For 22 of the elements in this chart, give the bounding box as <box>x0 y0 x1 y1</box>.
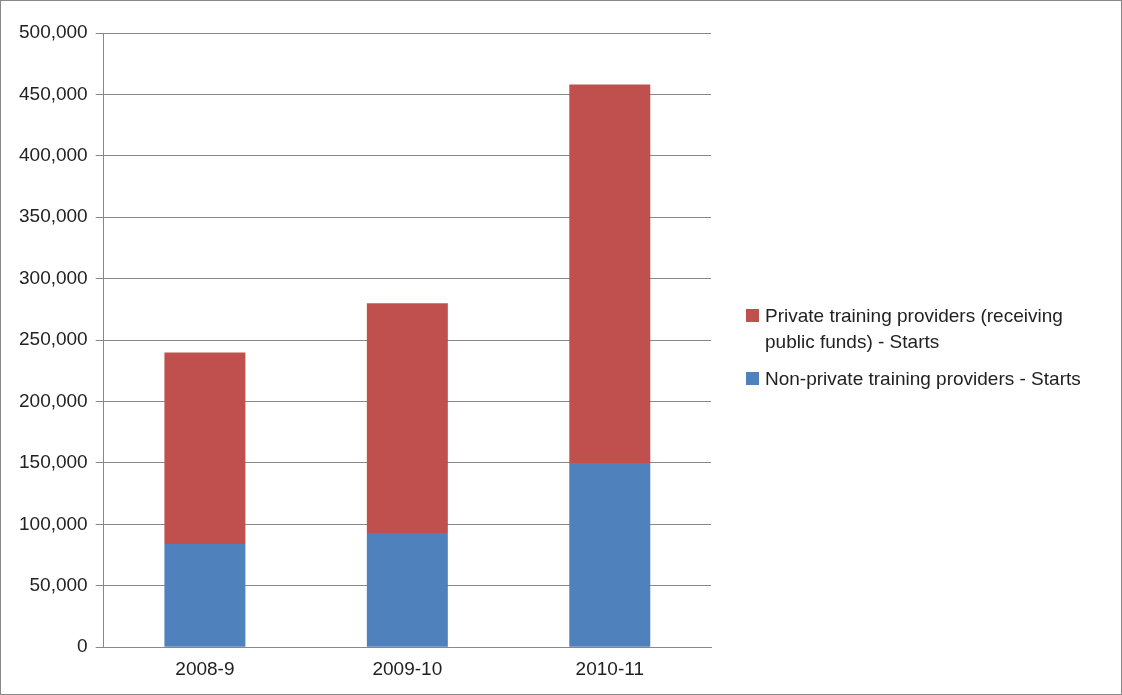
y-tick-label: 50,000 <box>29 574 88 596</box>
y-tick-label: 0 <box>77 635 88 657</box>
x-tick-label: 2008-9 <box>175 657 235 679</box>
y-tick-label: 100,000 <box>18 512 88 534</box>
y-tick-label: 350,000 <box>18 205 88 227</box>
y-tick-label: 500,000 <box>18 21 88 43</box>
y-tick-label: 150,000 <box>18 451 88 473</box>
y-tick-label: 200,000 <box>18 389 88 411</box>
x-tick-label: 2009-10 <box>372 657 443 679</box>
bar <box>569 84 651 463</box>
bar <box>366 532 448 647</box>
legend-label: Non-private training providers - Starts <box>765 367 1081 392</box>
bar <box>164 544 246 647</box>
bar <box>366 303 448 533</box>
x-tick-label: 2010-11 <box>575 657 644 679</box>
y-tick-label: 300,000 <box>18 266 88 288</box>
bar <box>164 352 246 545</box>
bar <box>569 462 651 647</box>
y-tick-label: 400,000 <box>18 144 88 166</box>
y-tick-label: 450,000 <box>18 82 88 104</box>
y-tick-label: 250,000 <box>18 328 88 350</box>
legend-label: Private training providers (receiving public funds) - Starts <box>765 304 1064 354</box>
